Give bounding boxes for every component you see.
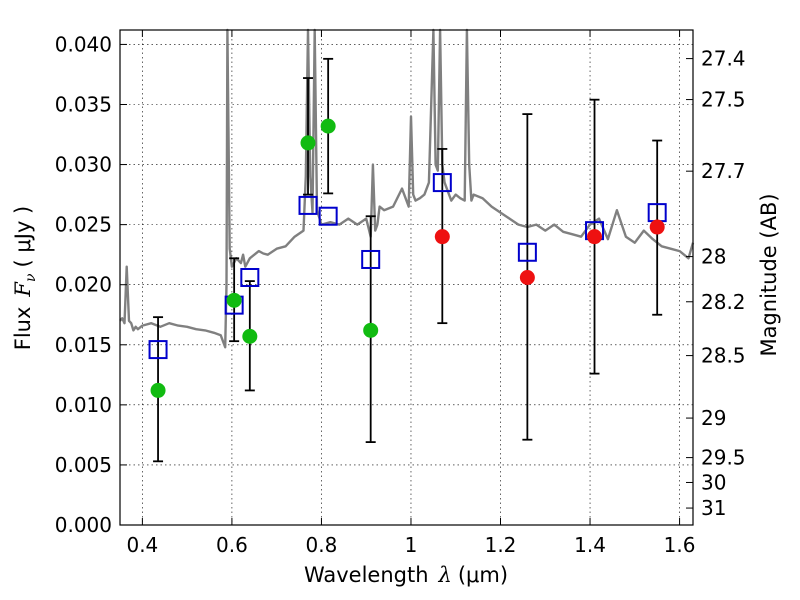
open-square-marker bbox=[318, 206, 338, 226]
open-square-marker bbox=[298, 195, 318, 215]
y2-tick-label: 28.2 bbox=[701, 290, 746, 314]
open-square-marker bbox=[517, 242, 537, 262]
filled-point-markers-layer bbox=[150, 118, 665, 398]
y-tick-label: 0.005 bbox=[55, 453, 112, 477]
y2-axis-label: Magnitude (AB) bbox=[757, 193, 781, 356]
red-point-marker bbox=[649, 219, 665, 235]
x-tick-label: 0.6 bbox=[216, 533, 248, 557]
model-spectrum-layer bbox=[119, 28, 695, 349]
y-tick-labels: 0.000 0.005 0.010 0.015 0.020 0.025 0.030 0.035… bbox=[55, 32, 112, 537]
x-tick-label: 0.4 bbox=[126, 533, 158, 557]
y2-tick-label: 31 bbox=[701, 496, 726, 520]
x-tick-label: 1.4 bbox=[574, 533, 606, 557]
green-point-marker bbox=[363, 322, 379, 338]
y-axis-label: FluxFν( μJy ) bbox=[11, 206, 39, 350]
green-point-marker bbox=[242, 328, 258, 344]
y2-tick-label: 27.4 bbox=[701, 47, 746, 71]
y-tick-label: 0.040 bbox=[55, 32, 112, 56]
y-tick-label: 0.025 bbox=[55, 213, 112, 237]
y2-tick-label: 30 bbox=[701, 470, 726, 494]
y2-tick-label: 27.7 bbox=[701, 159, 746, 183]
y-tick-label: 0.015 bbox=[55, 333, 112, 357]
x-tick-label: 1.6 bbox=[664, 533, 696, 557]
y-tick-label: 0.035 bbox=[55, 92, 112, 116]
y-tick-label: 0.010 bbox=[55, 393, 112, 417]
y-tick-label: 0.000 bbox=[55, 513, 112, 537]
open-square-marker bbox=[361, 249, 381, 269]
green-point-marker bbox=[150, 382, 166, 398]
green-point-marker bbox=[226, 292, 242, 308]
y2-tick-label: 29 bbox=[701, 406, 726, 430]
open-square-marker bbox=[148, 340, 168, 360]
green-point-marker bbox=[300, 135, 316, 151]
model-spectrum-line bbox=[119, 28, 695, 349]
x-tick-label: 0.8 bbox=[306, 533, 338, 557]
y2-tick-label: 28 bbox=[701, 245, 726, 269]
y2-tick-label: 28.5 bbox=[701, 344, 746, 368]
x-axis-label: Wavelength λ (μm) bbox=[304, 563, 508, 587]
red-point-marker bbox=[519, 270, 535, 285]
y2-tick-label: 27.5 bbox=[701, 88, 746, 112]
green-point-marker bbox=[320, 118, 336, 134]
red-point-marker bbox=[434, 229, 450, 245]
open-square-marker bbox=[240, 268, 260, 287]
plot-frame bbox=[119, 29, 694, 526]
open-square-markers-layer bbox=[148, 173, 667, 360]
x-tick-labels: 0.4 0.6 0.8 1 1.2 1.4 1.6 bbox=[126, 533, 695, 557]
red-point-marker bbox=[587, 229, 603, 245]
y2-tick-label: 29.5 bbox=[701, 446, 746, 470]
grid-lines bbox=[120, 30, 693, 526]
x-tick-label: 1 bbox=[405, 533, 418, 557]
open-square-marker bbox=[432, 173, 452, 193]
x-tick-label: 1.2 bbox=[485, 533, 517, 557]
axis-ticks bbox=[120, 30, 693, 526]
y-tick-label: 0.020 bbox=[55, 273, 112, 297]
y-tick-label: 0.030 bbox=[55, 153, 112, 177]
